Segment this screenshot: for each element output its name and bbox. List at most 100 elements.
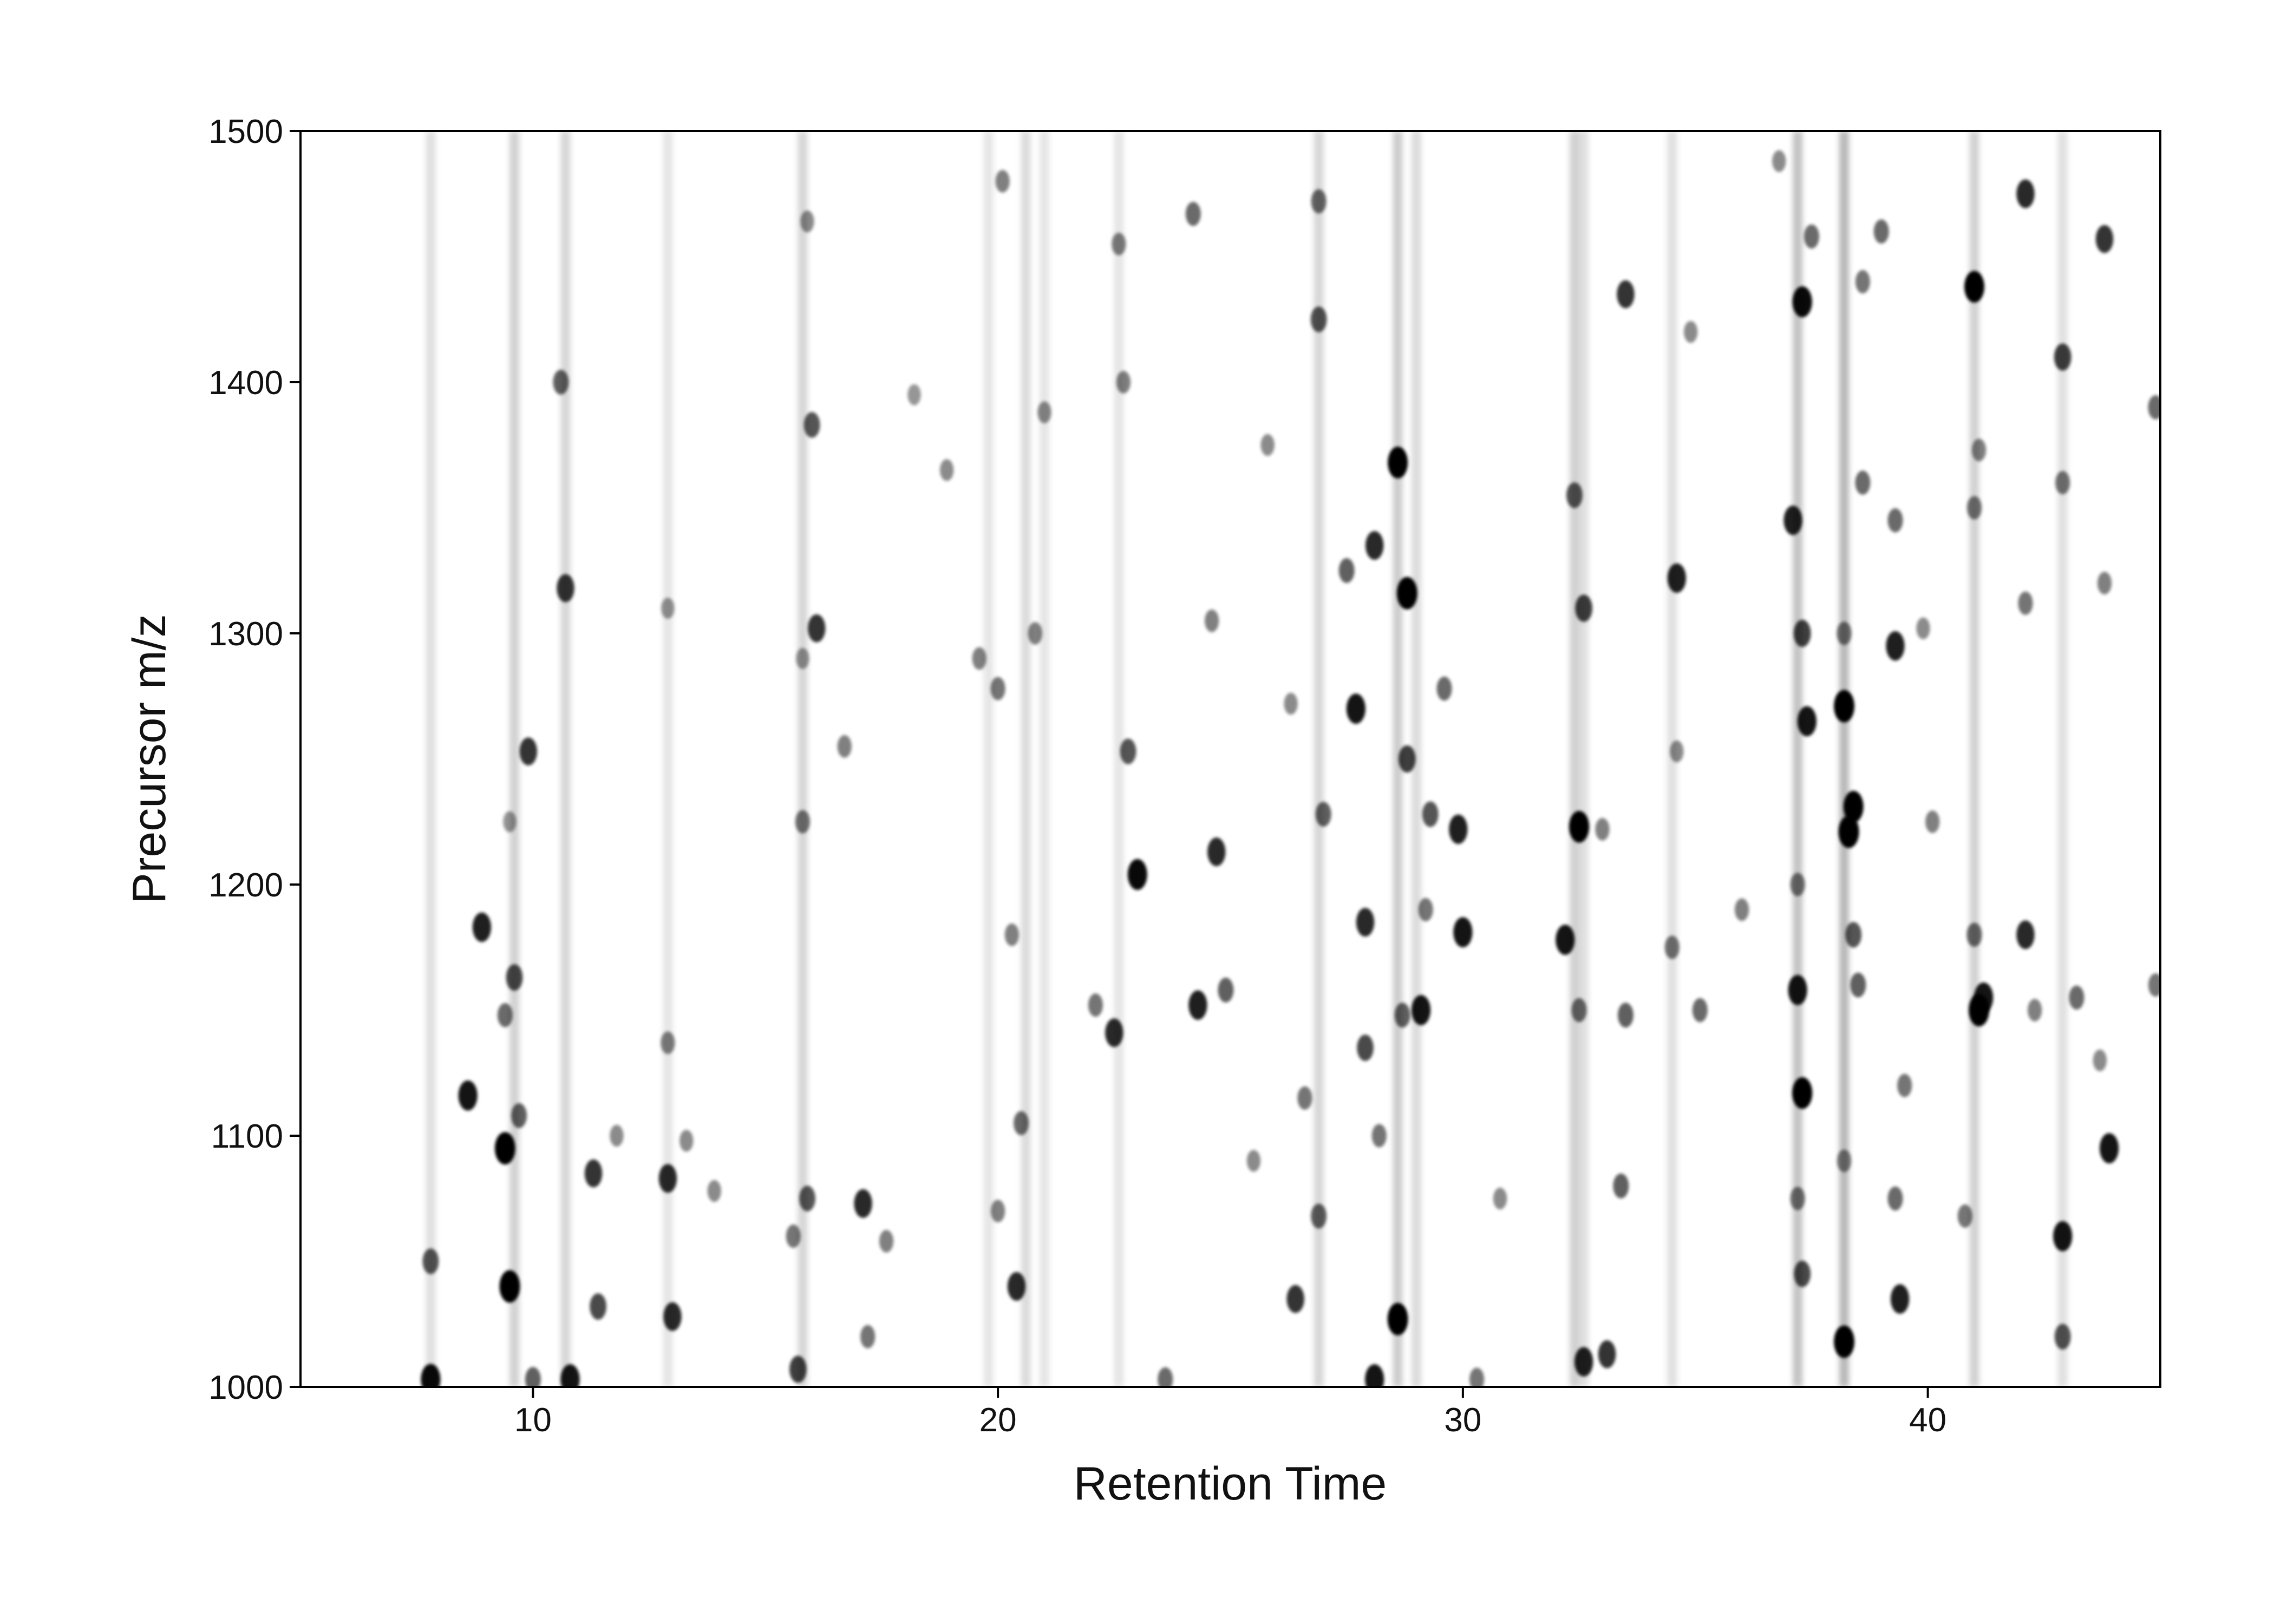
peak-148 xyxy=(2055,471,2070,495)
peak-135 xyxy=(1964,271,1985,303)
x-tick-label-40: 40 xyxy=(1909,1402,1946,1439)
peak-129 xyxy=(1887,508,1903,533)
peak-72 xyxy=(1357,1034,1374,1061)
peak-70 xyxy=(1365,531,1384,560)
peak-3 xyxy=(472,912,492,942)
peak-71 xyxy=(1356,908,1375,937)
x-axis: 10 20 30 40 xyxy=(514,1387,1946,1439)
streak-1 xyxy=(509,131,520,1387)
streak-18 xyxy=(2057,131,2068,1387)
x-axis-title: Retention Time xyxy=(1074,1458,1387,1510)
peak-149 xyxy=(2069,985,2084,1010)
peak-84 xyxy=(1453,917,1473,948)
peak-128 xyxy=(1890,1284,1910,1314)
peak-143 xyxy=(2018,591,2033,615)
peak-2 xyxy=(458,1080,478,1111)
peak-76 xyxy=(1396,577,1417,610)
streak-5 xyxy=(983,131,994,1387)
peak-55 xyxy=(1188,990,1207,1020)
streak-17 xyxy=(1969,131,1979,1387)
peak-107 xyxy=(1792,286,1812,318)
y-tick-label-1500: 1500 xyxy=(208,113,283,150)
plot-frame xyxy=(299,130,2161,1388)
y-tick-label-1000: 1000 xyxy=(208,1369,283,1406)
peak-138 xyxy=(1966,922,1982,947)
peak-106 xyxy=(1788,974,1807,1005)
peak-90 xyxy=(1575,594,1592,622)
peak-22 xyxy=(661,598,675,619)
streak-10 xyxy=(1393,131,1403,1387)
y-tick-label-1100: 1100 xyxy=(211,1118,283,1155)
peak-147 xyxy=(2054,1324,2071,1350)
peak-0 xyxy=(421,1364,441,1387)
peak-13 xyxy=(560,1364,580,1387)
peak-101 xyxy=(1692,998,1708,1023)
streak-12 xyxy=(1569,131,1579,1387)
peak-89 xyxy=(1569,810,1590,843)
y-tick-label-1400: 1400 xyxy=(208,364,283,402)
peak-133 xyxy=(1925,810,1940,833)
peak-142 xyxy=(2016,920,2035,949)
peak-60 xyxy=(1260,434,1275,456)
streak-9 xyxy=(1314,131,1324,1387)
peak-11 xyxy=(553,370,569,395)
heatmap-layer xyxy=(421,131,2160,1387)
peak-75 xyxy=(1388,447,1408,479)
peak-125 xyxy=(1837,1149,1852,1173)
peak-153 xyxy=(2093,1049,2107,1072)
peak-79 xyxy=(1411,995,1431,1025)
peak-58 xyxy=(1205,609,1219,632)
peak-73 xyxy=(1365,1364,1384,1387)
peak-115 xyxy=(1772,150,1786,172)
peak-119 xyxy=(1834,1325,1855,1358)
peak-132 xyxy=(1916,617,1930,639)
peak-126 xyxy=(1873,219,1889,244)
peak-24 xyxy=(789,1355,807,1383)
peak-140 xyxy=(1971,438,1987,462)
peak-26 xyxy=(799,1186,815,1212)
streak-3 xyxy=(663,131,673,1387)
peak-4 xyxy=(494,1132,515,1165)
peak-51 xyxy=(1127,859,1147,890)
y-axis: 1000 1100 1200 1300 1400 1500 xyxy=(208,113,300,1406)
peak-150 xyxy=(2095,225,2114,253)
peak-54 xyxy=(1185,201,1201,226)
peak-100 xyxy=(1664,935,1680,959)
peak-141 xyxy=(2016,179,2035,208)
peak-48 xyxy=(1105,1018,1123,1047)
peak-53 xyxy=(1158,1367,1173,1387)
peak-34 xyxy=(879,1229,894,1253)
streak-8 xyxy=(1114,131,1124,1387)
peak-86 xyxy=(1469,1367,1485,1387)
y-tick-label-1300: 1300 xyxy=(208,615,283,653)
streak-16 xyxy=(1839,131,1850,1387)
peak-69 xyxy=(1338,558,1355,583)
peak-50 xyxy=(1120,738,1136,764)
peak-98 xyxy=(1595,818,1610,841)
peak-28 xyxy=(803,412,820,438)
peak-139 xyxy=(1966,496,1982,520)
peak-105 xyxy=(1783,506,1802,535)
peak-137 xyxy=(1974,982,1994,1013)
peak-16 xyxy=(590,1293,606,1320)
peak-39 xyxy=(995,169,1010,193)
peak-68 xyxy=(1346,693,1366,724)
streak-13 xyxy=(1579,131,1589,1387)
peak-124 xyxy=(1837,621,1852,645)
peak-5 xyxy=(499,1270,520,1303)
peak-65 xyxy=(1315,802,1331,827)
peak-44 xyxy=(1037,401,1051,423)
peak-152 xyxy=(2097,572,2112,595)
peak-30 xyxy=(800,210,814,233)
peak-33 xyxy=(860,1325,875,1348)
x-tick-label-30: 30 xyxy=(1444,1402,1481,1439)
peak-134 xyxy=(1957,1204,1972,1228)
streak-2 xyxy=(560,131,571,1387)
peak-94 xyxy=(1571,998,1587,1023)
peak-88 xyxy=(1556,925,1575,955)
peak-64 xyxy=(1311,189,1327,214)
peak-154 xyxy=(2148,395,2160,420)
peak-19 xyxy=(663,1302,682,1331)
peak-63 xyxy=(1310,306,1327,332)
